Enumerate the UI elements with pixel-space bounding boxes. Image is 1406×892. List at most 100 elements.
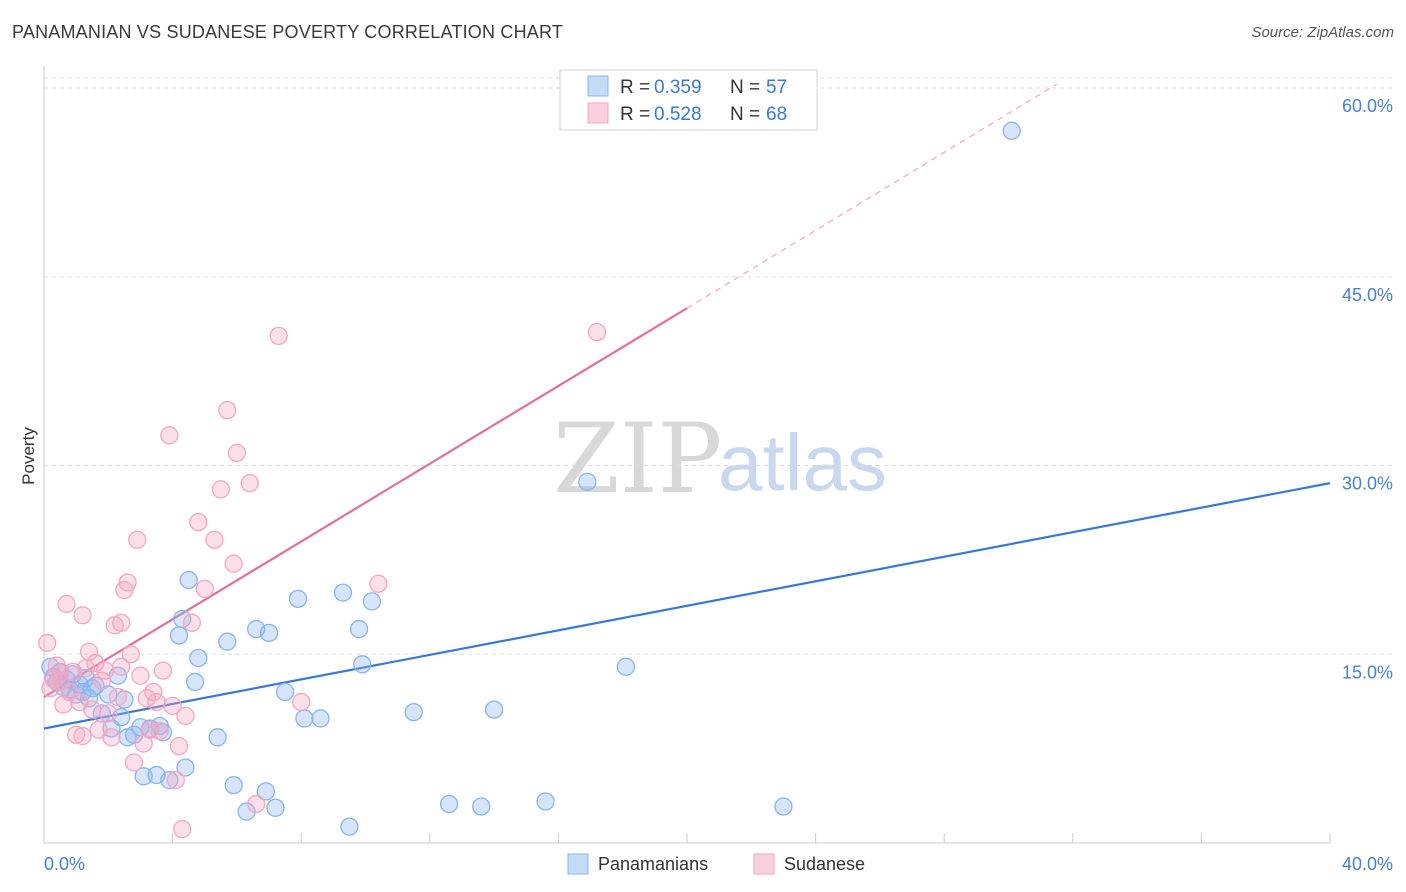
x-tick-label-0: 0.0% [44,854,85,874]
point-sudanese-22 [108,687,128,707]
bottom-legend-panamanians: Panamanians [598,854,708,874]
point-panamanians-34 [185,672,205,692]
point-panamanians-58 [578,472,597,492]
point-panamanians-44 [275,682,295,702]
point-sudanese-32 [140,720,160,739]
legend-box: R = 0.359 N = 57 R = 0.528 N = 68 [559,69,818,131]
point-sudanese-38 [166,770,185,790]
point-panamanians-42 [259,623,279,643]
point-panamanians-36 [208,728,227,747]
point-sudanese-0 [38,633,57,653]
point-sudanese-19 [99,704,118,723]
point-sudanese-43 [195,579,214,598]
legend-n-value-2: 68 [766,104,787,125]
point-panamanians-37 [218,632,237,651]
point-sudanese-15 [86,653,105,673]
y-tick-label-1: 30.0% [1342,474,1393,494]
bottom-legend: Panamanians Sudanese [567,853,865,875]
point-panamanians-60 [774,797,793,816]
point-sudanese-59 [150,721,169,741]
point-sudanese-42 [189,512,208,532]
point-panamanians-61 [1002,121,1021,140]
grid-lines [44,77,1392,655]
source-label: Source: ZipAtlas.com [1251,24,1394,41]
bottom-legend-swatch-panamanians [567,853,589,875]
legend-r-value-2: 0.528 [654,104,702,125]
point-panamanians-56 [484,700,504,719]
point-sudanese-26 [121,645,140,664]
point-sudanese-36 [160,426,179,445]
point-sudanese-39 [169,736,189,756]
point-sudanese-37 [163,696,182,715]
point-panamanians-41 [256,782,275,801]
point-sudanese-48 [227,443,247,463]
point-panamanians-48 [333,583,353,602]
point-panamanians-46 [295,709,314,728]
point-sudanese-6 [57,594,76,614]
point-sudanese-50 [247,794,266,814]
bottom-legend-sudanese: Sudanese [784,854,865,874]
chart-title: PANAMANIAN VS SUDANESE POVERTY CORRELATI… [12,22,564,42]
legend-r-label-1: R = [620,77,650,98]
point-sudanese-56 [112,613,131,632]
y-tick-label-3: 60.0% [1342,96,1393,116]
point-panamanians-32 [176,758,195,777]
point-panamanians-13 [83,679,102,698]
point-sudanese-41 [182,613,202,632]
y-tick-label-0: 15.0% [1342,662,1393,682]
legend-n-value-1: 57 [766,77,787,98]
point-sudanese-55 [173,820,192,839]
x-tick-label-1: 40.0% [1342,854,1393,874]
point-panamanians-49 [340,817,359,836]
bottom-legend-swatch-sudanese [753,853,775,875]
point-sudanese-13 [79,642,99,661]
point-panamanians-51 [353,655,372,674]
point-sudanese-14 [83,700,102,719]
point-panamanians-31 [173,609,192,629]
point-sudanese-27 [124,753,144,772]
trend-lines [43,83,1331,730]
point-panamanians-35 [189,648,208,668]
watermark-zip: ZIP [553,403,722,515]
point-sudanese-35 [153,661,173,680]
point-panamanians-30 [169,626,189,645]
data-points [38,121,1021,839]
point-sudanese-52 [292,692,311,712]
trend-line-panamanians [43,482,1331,730]
legend-swatch-sudanese [587,102,609,124]
point-sudanese-47 [224,554,243,573]
point-sudanese-34 [147,692,166,712]
legend-n-label-1: N = [730,77,760,98]
point-sudanese-28 [128,530,147,549]
point-sudanese-33 [144,682,163,702]
point-panamanians-39 [237,802,256,821]
point-sudanese-17 [92,671,112,690]
point-sudanese-9 [67,725,86,744]
y-axis-label: Poverty [19,427,38,485]
point-sudanese-20 [102,728,121,747]
point-sudanese-40 [176,706,195,726]
point-panamanians-53 [404,702,423,722]
trend-line-sudanese [43,307,688,698]
point-panamanians-52 [362,592,382,611]
point-panamanians-33 [179,570,198,590]
legend-swatch-panamanians [587,75,609,97]
point-sudanese-57 [73,726,92,746]
point-sudanese-25 [118,573,137,592]
point-sudanese-18 [95,661,115,680]
point-panamanians-50 [349,619,369,639]
point-sudanese-53 [369,574,388,593]
point-panamanians-45 [288,589,308,609]
point-panamanians-29 [160,770,179,790]
point-sudanese-11 [73,606,92,625]
legend-r-value-1: 0.359 [654,77,702,98]
point-sudanese-58 [50,672,70,692]
point-panamanians-38 [224,775,243,795]
point-sudanese-29 [131,666,150,685]
point-sudanese-23 [112,657,131,676]
legend-n-label-2: N = [730,104,760,125]
point-panamanians-55 [472,797,491,816]
point-panamanians-54 [439,794,459,814]
point-sudanese-54 [587,322,607,342]
